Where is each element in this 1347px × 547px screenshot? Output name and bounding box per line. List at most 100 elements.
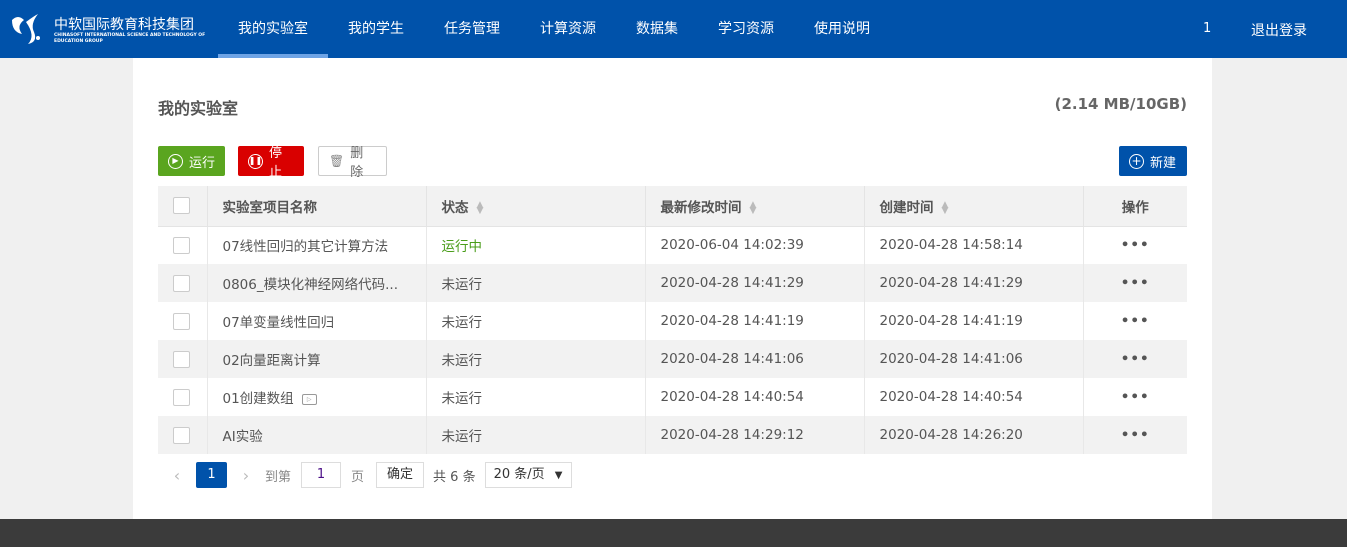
col-modified[interactable]: 最新修改时间 ▲ ▼: [645, 186, 865, 227]
pause-icon: ❚❚: [248, 153, 263, 169]
sort-icon[interactable]: ▲ ▼: [941, 199, 949, 216]
more-icon[interactable]: •••: [1120, 389, 1150, 405]
logo-subtext: CHINASOFT INTERNATIONAL SCIENCE AND TECH…: [54, 33, 206, 44]
row-checkbox-cell: [158, 264, 208, 302]
created-time: 2020-04-28 14:41:06: [864, 340, 1084, 378]
logout-link[interactable]: 退出登录: [1251, 23, 1307, 39]
nav-my-lab[interactable]: 我的实验室: [218, 0, 328, 58]
table-row[interactable]: 01创建数组 ▷ 未运行 2020-04-28 14:40:54 2020-04-…: [158, 378, 1187, 416]
goto-page-input[interactable]: 1: [301, 462, 342, 488]
goto-label: 到第: [265, 469, 292, 485]
status: 运行中: [426, 226, 646, 264]
delete-label: 删除: [350, 146, 364, 180]
project-name[interactable]: AI实验: [207, 416, 427, 454]
nav-learning-resources[interactable]: 学习资源: [718, 21, 774, 37]
modified-time: 2020-04-28 14:41:29: [645, 264, 865, 302]
lab-table: 实验室项目名称 状态 ▲ ▼ 最新修改时间 ▲ ▼ 创建时间 ▲ ▼ 操作 07线性回归的其…: [158, 186, 1187, 454]
created-time: 2020-04-28 14:40:54: [864, 378, 1084, 416]
row-checkbox[interactable]: [173, 236, 190, 254]
total-count: 共 6 条: [433, 469, 476, 485]
project-name[interactable]: 07线性回归的其它计算方法: [207, 226, 427, 264]
modified-time: 2020-04-28 14:40:54: [645, 378, 865, 416]
col-created-label: 创建时间: [879, 199, 934, 216]
table-row[interactable]: 07单变量线性回归 未运行 2020-04-28 14:41:19 2020-0…: [158, 302, 1187, 340]
nav-task-management[interactable]: 任务管理: [444, 21, 500, 37]
actions-cell: •••: [1083, 226, 1187, 264]
logo-icon: [12, 14, 40, 44]
stop-label: 停止: [269, 146, 283, 180]
more-icon[interactable]: •••: [1120, 275, 1150, 291]
project-name[interactable]: 0806_模块化神经网络代码...: [207, 264, 427, 302]
modified-time: 2020-06-04 14:02:39: [645, 226, 865, 264]
main-card: 我的实验室 (2.14 MB/10GB) ▶ 运行 ❚❚ 停止 🗑 删除 + 新建 实验…: [133, 58, 1212, 519]
created-time: 2020-04-28 14:41:19: [864, 302, 1084, 340]
new-button[interactable]: + 新建: [1119, 146, 1187, 176]
delete-button[interactable]: 🗑 删除: [318, 146, 387, 180]
select-all-checkbox[interactable]: [173, 197, 190, 215]
actions-cell: •••: [1083, 378, 1187, 416]
row-checkbox[interactable]: [173, 350, 190, 368]
top-header: 中软国际教育科技集团 CHINASOFT INTERNATIONAL SCIEN…: [0, 0, 1347, 58]
nav-compute-resources[interactable]: 计算资源: [540, 21, 596, 37]
table-row[interactable]: 0806_模块化神经网络代码... 未运行 2020-04-28 14:41:2…: [158, 264, 1187, 302]
project-name[interactable]: 01创建数组 ▷: [207, 378, 427, 416]
header-checkbox-cell: [158, 186, 208, 227]
nav-datasets[interactable]: 数据集: [636, 21, 678, 37]
nav-my-students[interactable]: 我的学生: [348, 21, 404, 37]
actions-cell: •••: [1083, 416, 1187, 454]
new-label: 新建: [1150, 155, 1177, 171]
play-icon: ▶: [168, 153, 183, 169]
nav-instructions[interactable]: 使用说明: [814, 21, 870, 37]
video-icon[interactable]: ▷: [301, 393, 317, 405]
page-size-value: 20 条/页: [493, 467, 545, 482]
logo[interactable]: 中软国际教育科技集团 CHINASOFT INTERNATIONAL SCIEN…: [8, 12, 218, 48]
modified-time: 2020-04-28 14:29:12: [645, 416, 865, 454]
modified-time: 2020-04-28 14:41:06: [645, 340, 865, 378]
more-icon[interactable]: •••: [1120, 237, 1150, 254]
sort-icon[interactable]: ▲ ▼: [749, 199, 757, 216]
row-checkbox[interactable]: [173, 274, 190, 292]
project-name-text: AI实验: [222, 429, 263, 445]
user-name[interactable]: 1: [1203, 21, 1212, 36]
confirm-button[interactable]: 确定: [376, 462, 425, 488]
project-name-text: 07单变量线性回归: [222, 315, 335, 331]
row-checkbox[interactable]: [173, 388, 190, 406]
actions-cell: •••: [1083, 302, 1187, 340]
col-status[interactable]: 状态 ▲ ▼: [426, 186, 646, 227]
prev-page-icon[interactable]: ‹: [173, 465, 181, 485]
row-checkbox-cell: [158, 226, 208, 264]
col-actions: 操作: [1083, 186, 1187, 227]
created-time: 2020-04-28 14:58:14: [864, 226, 1084, 264]
project-name-text: 02向量距离计算: [222, 353, 321, 369]
table-row[interactable]: 07线性回归的其它计算方法 运行中 2020-06-04 14:02:39 20…: [158, 226, 1187, 264]
table-row[interactable]: 02向量距离计算 未运行 2020-04-28 14:41:06 2020-04…: [158, 340, 1187, 378]
footer: [0, 519, 1347, 547]
stop-button[interactable]: ❚❚ 停止: [238, 146, 304, 180]
more-icon[interactable]: •••: [1120, 313, 1150, 329]
page-1-button[interactable]: 1: [196, 462, 227, 488]
table-row[interactable]: AI实验 未运行 2020-04-28 14:29:12 2020-04-28 …: [158, 416, 1187, 454]
col-created[interactable]: 创建时间 ▲ ▼: [864, 186, 1084, 227]
status: 未运行: [426, 416, 646, 454]
plus-circle-icon: +: [1129, 153, 1144, 169]
project-name[interactable]: 07单变量线性回归: [207, 302, 427, 340]
project-name[interactable]: 02向量距离计算: [207, 340, 427, 378]
more-icon[interactable]: •••: [1120, 351, 1150, 367]
project-name-text: 07线性回归的其它计算方法: [222, 239, 389, 256]
more-icon[interactable]: •••: [1120, 427, 1150, 443]
logo-text: 中软国际教育科技集团: [54, 17, 194, 33]
caret-down-icon: ▼: [554, 470, 563, 481]
run-button[interactable]: ▶ 运行: [158, 146, 225, 176]
col-name: 实验室项目名称: [207, 186, 427, 227]
pagination: ‹ 1 › 到第 1 页 确定 共 6 条 20 条/页 ▼: [158, 462, 572, 488]
next-page-icon[interactable]: ›: [242, 465, 250, 485]
row-checkbox[interactable]: [173, 426, 190, 444]
row-checkbox[interactable]: [173, 312, 190, 330]
sort-icon[interactable]: ▲ ▼: [476, 199, 484, 216]
page-size-select[interactable]: 20 条/页 ▼: [484, 462, 572, 488]
storage-quota: (2.14 MB/10GB): [1054, 95, 1187, 113]
status: 未运行: [426, 302, 646, 340]
run-label: 运行: [189, 155, 216, 171]
page-label: 页: [351, 469, 365, 485]
table-header-row: 实验室项目名称 状态 ▲ ▼ 最新修改时间 ▲ ▼ 创建时间 ▲ ▼ 操作: [158, 186, 1187, 227]
